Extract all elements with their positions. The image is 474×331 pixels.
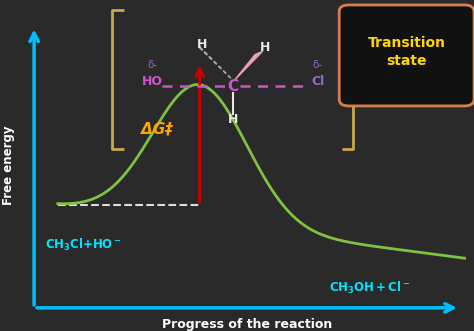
Text: H: H: [197, 38, 207, 51]
FancyBboxPatch shape: [339, 5, 474, 106]
Text: ΔG‡: ΔG‡: [141, 121, 173, 137]
Text: Cl: Cl: [311, 74, 325, 88]
Text: δ-: δ-: [313, 60, 323, 70]
Text: Free energy: Free energy: [1, 126, 15, 205]
Text: $\mathbf{CH_3OH + Cl^-}$: $\mathbf{CH_3OH + Cl^-}$: [329, 280, 410, 296]
Polygon shape: [235, 51, 263, 79]
Polygon shape: [349, 56, 365, 77]
Text: H: H: [260, 41, 270, 55]
Text: Transition
state: Transition state: [368, 36, 446, 68]
Text: Progress of the reaction: Progress of the reaction: [162, 318, 332, 331]
Text: HO: HO: [142, 74, 163, 88]
Text: $\mathbf{CH_3Cl}$$\mathbf{ + HO^-}$: $\mathbf{CH_3Cl}$$\mathbf{ + HO^-}$: [46, 237, 122, 253]
Text: C: C: [227, 78, 238, 94]
Text: H: H: [228, 113, 238, 126]
Text: δ-: δ-: [147, 60, 157, 70]
